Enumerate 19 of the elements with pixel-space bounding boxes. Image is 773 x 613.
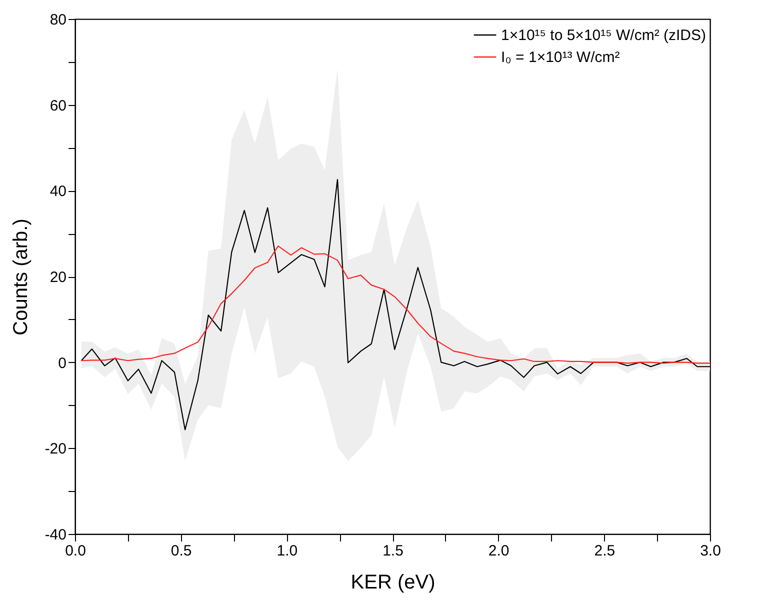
x-tick-label: 2.5 (594, 542, 616, 560)
line-series (80, 245, 711, 364)
legend-label: 1×10¹⁵ to 5×10¹⁵ W/cm² (zIDS) (501, 27, 706, 44)
x-tick-label: 2.0 (488, 542, 510, 560)
x-tick-label: 0.5 (170, 542, 192, 560)
y-tick-label: 60 (50, 97, 66, 114)
y-tick-label: 0 (58, 354, 66, 372)
legend-label: I₀ = 1×10¹³ W/cm² (501, 49, 620, 66)
x-tick-label: 3.0 (700, 542, 721, 560)
y-axis-title: Counts (arb.) (10, 218, 32, 336)
x-axis-title: KER (eV) (350, 572, 436, 594)
y-tick-label: 40 (50, 183, 66, 200)
x-tick-label: 1.5 (382, 542, 404, 560)
x-tick-label: 0.0 (65, 542, 86, 560)
y-tick-label: 80 (50, 12, 66, 28)
x-tick-label: 1.0 (276, 542, 298, 560)
y-tick-label: -20 (44, 440, 66, 458)
y-tick-label: 20 (50, 269, 66, 286)
y-tick-label: -40 (44, 526, 66, 544)
